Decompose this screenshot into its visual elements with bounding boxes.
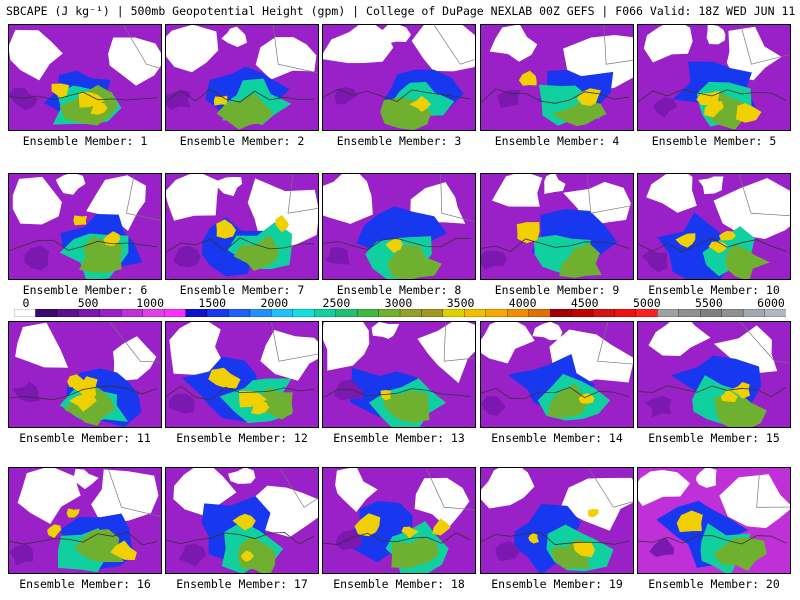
ensemble-member-map: [637, 173, 791, 280]
ensemble-member-label: Ensemble Member: 7: [179, 283, 305, 297]
colorbar-swatch: [764, 309, 786, 317]
colorbar-tick: 1000: [136, 296, 165, 310]
colorbar-swatch: [592, 309, 616, 317]
ensemble-member-map: [8, 173, 162, 280]
ensemble-member-label: Ensemble Member: 11: [19, 431, 151, 445]
ensemble-member-label: Ensemble Member: 18: [333, 577, 465, 591]
colorbar-swatch: [292, 309, 315, 317]
colorbar-tick: 6000: [757, 296, 785, 310]
colorbar-swatch: [614, 309, 637, 317]
ensemble-member-label: Ensemble Member: 2: [179, 134, 305, 148]
ensemble-member-map: [322, 321, 476, 428]
map-title: SBCAPE (J kg⁻¹) | 500mb Geopotential Hei…: [6, 4, 800, 18]
colorbar-swatch: [356, 309, 380, 317]
colorbar-swatch: [142, 309, 165, 317]
colorbar-tick: 3000: [384, 296, 413, 310]
colorbar-tick: 500: [77, 296, 99, 310]
colorbar-tick: 2000: [260, 296, 289, 310]
ensemble-member-map: [165, 24, 319, 131]
colorbar-swatch: [442, 309, 465, 317]
colorbar-swatch: [78, 309, 101, 317]
ensemble-member-map: [165, 321, 319, 428]
colorbar-tick: 4500: [570, 296, 599, 310]
colorbar-swatch: [314, 309, 337, 317]
ensemble-member-label: Ensemble Member: 19: [491, 577, 623, 591]
ensemble-member-map: [322, 24, 476, 131]
colorbar-swatch: [678, 309, 701, 317]
colorbar-swatch: [271, 309, 294, 317]
colorbar-swatch: [421, 309, 444, 317]
ensemble-member-map: [322, 467, 476, 574]
ensemble-member-map: [165, 467, 319, 574]
colorbar-swatch: [99, 309, 122, 317]
ensemble-member-map: [637, 321, 791, 428]
colorbar-swatch: [14, 309, 37, 317]
colorbar-tick: 2500: [322, 296, 351, 310]
colorbar-tick: 1500: [198, 296, 227, 310]
ensemble-member-label: Ensemble Member: 16: [19, 577, 151, 591]
ensemble-member-map: [480, 467, 634, 574]
colorbar-swatch: [335, 309, 358, 317]
colorbar-swatch: [399, 309, 423, 317]
colorbar-tick: 3500: [446, 296, 475, 310]
colorbar-swatch: [163, 309, 187, 317]
colorbar-swatch: [35, 309, 58, 317]
colorbar-swatch: [742, 309, 766, 317]
ensemble-member-map: [322, 173, 476, 280]
ensemble-member-label: Ensemble Member: 14: [491, 431, 623, 445]
ensemble-member-label: Ensemble Member: 20: [648, 577, 780, 591]
ensemble-member-label: Ensemble Member: 15: [648, 431, 780, 445]
ensemble-member-map: [480, 321, 634, 428]
cape-colorbar: [14, 309, 786, 317]
ensemble-member-map: [637, 467, 791, 574]
colorbar-tick: 0: [22, 296, 30, 310]
colorbar-swatch: [464, 309, 487, 317]
ensemble-member-label: Ensemble Member: 8: [336, 283, 462, 297]
ensemble-member-label: Ensemble Member: 17: [176, 577, 308, 591]
colorbar-swatch: [507, 309, 530, 317]
ensemble-member-label: Ensemble Member: 1: [22, 134, 148, 148]
colorbar-swatch: [185, 309, 208, 317]
colorbar-swatch: [485, 309, 508, 317]
colorbar-swatch: [378, 309, 401, 317]
colorbar-swatch: [56, 309, 79, 317]
ensemble-member-map: [8, 24, 162, 131]
colorbar-swatch: [657, 309, 680, 317]
ensemble-member-label: Ensemble Member: 6: [22, 283, 148, 297]
colorbar-swatch: [206, 309, 230, 317]
ensemble-member-label: Ensemble Member: 12: [176, 431, 308, 445]
ensemble-member-label: Ensemble Member: 3: [336, 134, 462, 148]
ensemble-member-map: [8, 321, 162, 428]
ensemble-member-label: Ensemble Member: 10: [648, 283, 780, 297]
colorbar-swatch: [528, 309, 551, 317]
colorbar-tick: 4000: [508, 296, 537, 310]
colorbar-swatch: [121, 309, 144, 317]
ensemble-member-map: [165, 173, 319, 280]
colorbar-swatch: [635, 309, 658, 317]
ensemble-member-label: Ensemble Member: 5: [651, 134, 777, 148]
ensemble-member-map: [480, 24, 634, 131]
colorbar-swatch: [721, 309, 744, 317]
colorbar-tick: 5000: [632, 296, 661, 310]
ensemble-member-label: Ensemble Member: 9: [494, 283, 620, 297]
colorbar-tick: 5500: [695, 296, 723, 310]
ensemble-member-map: [480, 173, 634, 280]
ensemble-member-label: Ensemble Member: 4: [494, 134, 620, 148]
colorbar-swatch: [571, 309, 594, 317]
colorbar-swatch: [700, 309, 723, 317]
colorbar-swatch: [549, 309, 573, 317]
colorbar-swatch: [228, 309, 251, 317]
ensemble-member-map: [637, 24, 791, 131]
ensemble-member-map: [8, 467, 162, 574]
ensemble-member-label: Ensemble Member: 13: [333, 431, 465, 445]
colorbar-swatch: [249, 309, 272, 317]
